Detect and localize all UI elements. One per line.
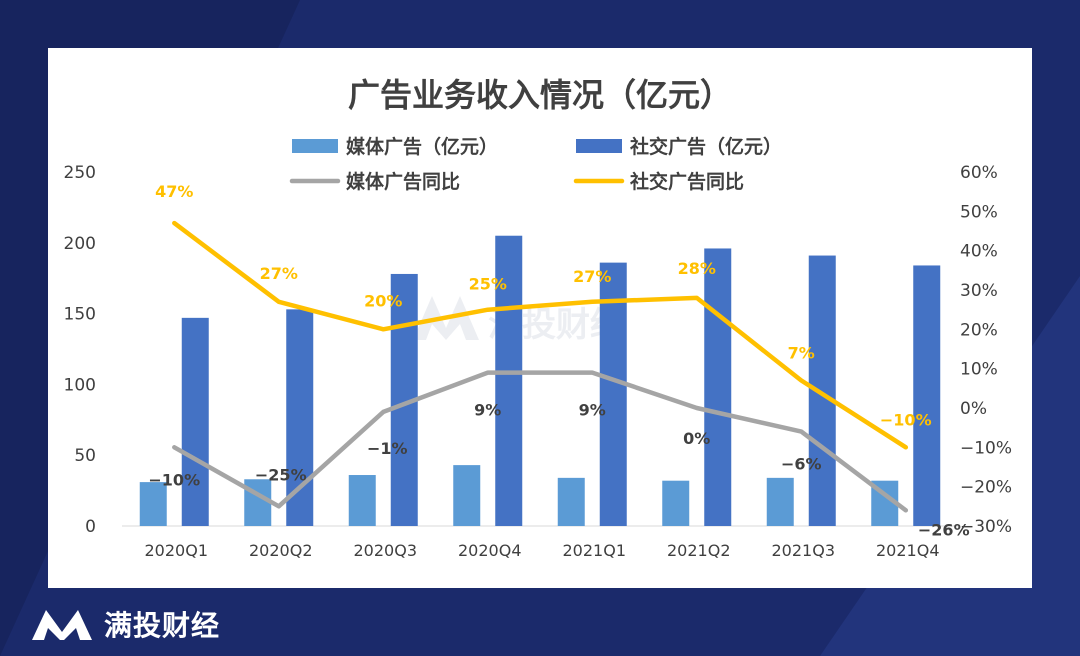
data-label: 20% [364,291,402,310]
legend-label: 媒体广告同比 [346,170,460,193]
y-right-tick-label: 20% [960,320,998,340]
bar [181,317,209,526]
legend-swatch [292,139,338,153]
x-tick-label: 2020Q3 [354,541,418,560]
legend: 媒体广告（亿元） 社交广告（亿元） 媒体广告同比 社交广告同比 [289,135,782,193]
data-labels: −10% −25% −1% 9% 9% 0% −6% −26% 47% 27% 20% 25% 27% 2… [148,182,969,539]
bar [244,479,272,526]
data-label: 25% [469,275,507,294]
legend-label: 社交广告（亿元） [629,135,782,158]
y-right-tick-label: 10% [960,360,998,380]
y-right-tick-label: −30% [960,517,1012,537]
series-line [172,370,909,513]
x-tick-label: 2020Q4 [458,541,522,560]
bar [557,477,585,526]
bar [495,235,523,526]
x-tick-label: 2021Q2 [667,541,731,560]
y-right-tick-label: 50% [960,202,998,222]
y-left-tick-label: 250 [64,163,96,183]
legend-label: 社交广告同比 [629,170,744,193]
brand-logo-icon [32,610,92,640]
bar [348,475,376,526]
y-axis-left: 0 50 100 150 200 250 [64,163,96,537]
x-tick-label: 2021Q3 [772,541,836,560]
bar [766,477,794,526]
data-label: 47% [155,182,193,201]
data-label: 9% [579,401,606,420]
x-tick-label: 2020Q1 [145,541,209,560]
chart-title: 广告业务收入情况（亿元） [348,76,732,114]
data-label: 7% [788,343,815,362]
data-label: −10% [880,410,932,429]
x-axis-labels: 2020Q1 2020Q2 2020Q3 2020Q4 2021Q1 2021Q2 2021… [145,541,940,560]
y-axis-right: −30% −20% −10% 0% 10% 20% 30% 40% 50% 60% [960,163,1012,537]
bar [139,482,167,526]
data-label: −1% [367,439,408,458]
bars [139,235,941,527]
y-right-tick-label: 30% [960,281,998,301]
lines [172,220,909,513]
data-label: −26% [918,520,970,539]
x-tick-label: 2020Q2 [249,541,313,560]
y-left-tick-label: 50 [74,446,96,466]
chart-panel: 满投财经 广告业务收入情况（亿元） 媒体广告（亿元） 社交广告（亿元） 媒体广告同比… [48,48,1032,588]
series-line [172,220,909,450]
watermark-logo-icon [413,296,479,340]
data-label: −10% [148,470,200,489]
y-left-tick-label: 200 [64,234,96,254]
x-tick-label: 2021Q1 [563,541,627,560]
brand-name: 满投财经 [104,609,221,642]
bar [453,465,481,526]
y-left-tick-label: 150 [64,305,96,325]
y-right-tick-label: −20% [960,478,1012,498]
bar [808,255,836,526]
brand-footer: 满投财经 [30,604,220,644]
x-tick-label: 2021Q4 [876,541,940,560]
bar [913,265,941,526]
bar [704,248,732,527]
y-left-tick-label: 100 [64,375,96,395]
bar [662,480,690,526]
data-label: 28% [678,259,716,278]
data-label: 27% [260,264,298,283]
data-label: −25% [255,465,307,484]
y-right-tick-label: −10% [960,438,1012,458]
chart-canvas: 满投财经 广告业务收入情况（亿元） 媒体广告（亿元） 社交广告（亿元）媒体广告同比… [64,76,1012,560]
y-right-tick-label: 0% [960,399,987,419]
data-label: 27% [573,267,611,286]
y-left-tick-label: 0 [85,517,96,537]
y-right-tick-label: 40% [960,242,998,262]
y-right-tick-label: 60% [960,163,998,183]
legend-swatch [576,139,622,153]
bar [599,262,627,526]
legend-label: 媒体广告（亿元） [346,135,498,158]
data-label: 0% [683,429,710,448]
data-label: −6% [781,455,822,474]
data-label: 9% [474,401,501,420]
